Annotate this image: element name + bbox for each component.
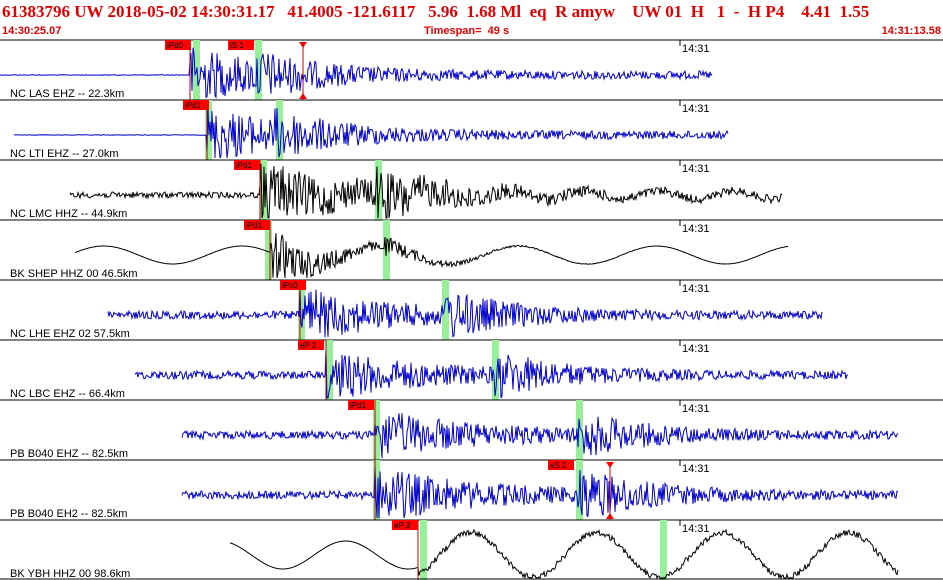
pick-box[interactable] [548, 460, 574, 470]
pick-window-band [375, 160, 382, 220]
time-label: 14:31 [682, 523, 710, 535]
pick-box[interactable] [165, 40, 191, 50]
pick-box[interactable] [392, 520, 418, 530]
time-label: 14:31 [682, 103, 710, 115]
pick-box[interactable] [234, 160, 260, 170]
trace-panel[interactable]: iPd1 14:31 NC LMC HHZ -- 44.9km [0, 159, 943, 220]
pick-window-band [326, 340, 333, 400]
pick-window-band [265, 220, 272, 280]
event-summary: 61383796 UW 2018-05-02 14:30:31.17 41.40… [2, 2, 870, 21]
station-label: NC LHE EHZ 02 57.5km [10, 328, 130, 340]
trace-panel[interactable]: iPc0 14:31 NC LHE EHZ 02 57.5km [0, 279, 943, 340]
start-time: 14:30:25.07 [2, 25, 62, 37]
waveform [69, 163, 783, 219]
waveform [107, 285, 823, 338]
trace-panel[interactable]: iPd0 iS 1 14:31 NC LAS EHZ -- 22.3km [0, 39, 943, 100]
pick-box[interactable] [348, 400, 374, 410]
pick-box[interactable] [298, 340, 324, 350]
time-label: 14:31 [682, 283, 710, 295]
pick-label: eS 2 [550, 461, 567, 470]
timespan-label: Timespan= 49 s [424, 25, 510, 37]
pick-window-band [492, 340, 499, 400]
pick-box[interactable] [244, 220, 270, 230]
pick-window-band [276, 100, 283, 160]
pick-label: iPd1 [350, 401, 367, 410]
pick-window-band [420, 520, 427, 580]
station-label: PB B040 EH2 -- 82.5km [10, 508, 127, 520]
station-label: NC LBC EHZ -- 66.4km [10, 388, 125, 400]
pick-label: eP 3 [394, 521, 411, 530]
trace-panel[interactable]: eP 3 14:31 BK YBH HHZ 00 98.6km [0, 519, 943, 580]
end-time: 14:31:13.58 [881, 25, 941, 37]
pick-box[interactable] [183, 100, 209, 110]
time-label: 14:31 [682, 163, 710, 175]
waveform [181, 413, 899, 459]
trace-panel[interactable]: iPd1 14:31 BK SHEP HHZ 00 46.5km [0, 219, 943, 280]
waveform [134, 348, 848, 399]
time-label: 14:31 [682, 343, 710, 355]
station-label: BK YBH HHZ 00 98.6km [10, 568, 130, 580]
pick-window-band [660, 520, 667, 580]
pick-label: eP 2 [300, 341, 317, 350]
waveform [74, 233, 789, 279]
station-label: NC LTI EHZ -- 27.0km [10, 148, 119, 160]
waveform [229, 528, 899, 580]
pick-label: iPc0 [282, 281, 298, 290]
pick-label: iPd1 [185, 101, 202, 110]
pick-window-band [442, 280, 449, 340]
station-label: NC LAS EHZ -- 22.3km [10, 88, 124, 100]
pick-label: iS 1 [230, 41, 244, 50]
pick-window-band [576, 400, 583, 460]
pick-box[interactable] [228, 40, 254, 50]
waveform [13, 108, 729, 159]
waveform [0, 47, 713, 99]
pick-label: iPd0 [167, 41, 184, 50]
station-label: PB B040 EHZ -- 82.5km [10, 448, 128, 460]
pick-box[interactable] [280, 280, 306, 290]
time-label: 14:31 [682, 223, 710, 235]
pick-window-band [255, 40, 262, 100]
time-label: 14:31 [682, 463, 710, 475]
pick-label: iPd1 [236, 161, 253, 170]
pick-window-band [373, 460, 380, 520]
station-label: NC LMC HHZ -- 44.9km [10, 208, 127, 220]
waveform [181, 465, 899, 519]
time-label: 14:31 [682, 43, 710, 55]
event-header: 61383796 UW 2018-05-02 14:30:31.17 41.40… [0, 0, 943, 40]
trace-panel[interactable]: eP 2 14:31 NC LBC EHZ -- 66.4km [0, 339, 943, 400]
trace-panel[interactable]: eS 2 14:31 PB B040 EH2 -- 82.5km [0, 459, 943, 520]
trace-panel[interactable]: iPd1 14:31 NC LTI EHZ -- 27.0km [0, 99, 943, 160]
pick-window-band [298, 280, 305, 340]
time-label: 14:31 [682, 403, 710, 415]
pick-label: iPd1 [246, 221, 263, 230]
trace-panel[interactable]: iPd1 14:31 PB B040 EHZ -- 82.5km [0, 399, 943, 460]
station-label: BK SHEP HHZ 00 46.5km [10, 268, 138, 280]
